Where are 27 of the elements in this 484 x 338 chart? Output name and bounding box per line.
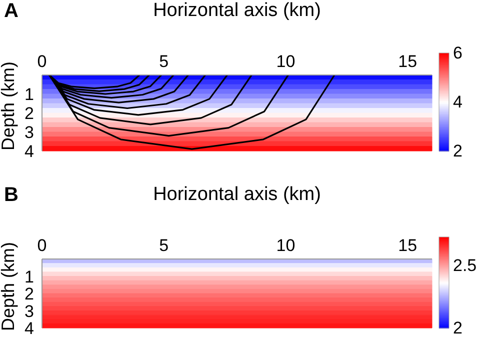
x-tick-label: 5 (159, 236, 169, 255)
x-tick-label: 10 (276, 236, 296, 255)
color-bar-label: 2 (453, 142, 462, 160)
color-bar-label: 2 (453, 318, 462, 338)
x-axis-title: Horizontal axis (km) (152, 0, 322, 22)
x-tick-label: 0 (37, 236, 47, 255)
x-tick-label: 5 (159, 52, 169, 71)
y-axis-title: Depth (km) (0, 242, 18, 332)
y-tick-label: 3 (24, 123, 34, 142)
color-bar-label: 6 (453, 44, 462, 62)
chart-title: A (4, 0, 18, 23)
color-bar-label: 2.5 (453, 256, 477, 276)
x-tick-label: 15 (398, 52, 418, 71)
y-tick-label: 2 (24, 284, 34, 304)
y-tick-label: 4 (24, 142, 34, 162)
x-tick-label: 0 (37, 52, 47, 71)
y-tick-label: 2 (24, 104, 34, 124)
x-tick-label: 15 (398, 236, 418, 255)
color-bar-label: 4 (453, 92, 462, 112)
chart-title: B (4, 184, 18, 207)
y-tick-label: 1 (24, 267, 34, 286)
y-tick-label: 3 (24, 302, 34, 321)
x-tick-label: 10 (276, 52, 296, 71)
y-tick-label: 1 (24, 85, 34, 104)
x-axis-title: Horizontal axis (km) (152, 184, 322, 206)
y-tick-label: 4 (24, 319, 34, 338)
y-axis-title: Depth (km) (0, 61, 18, 151)
